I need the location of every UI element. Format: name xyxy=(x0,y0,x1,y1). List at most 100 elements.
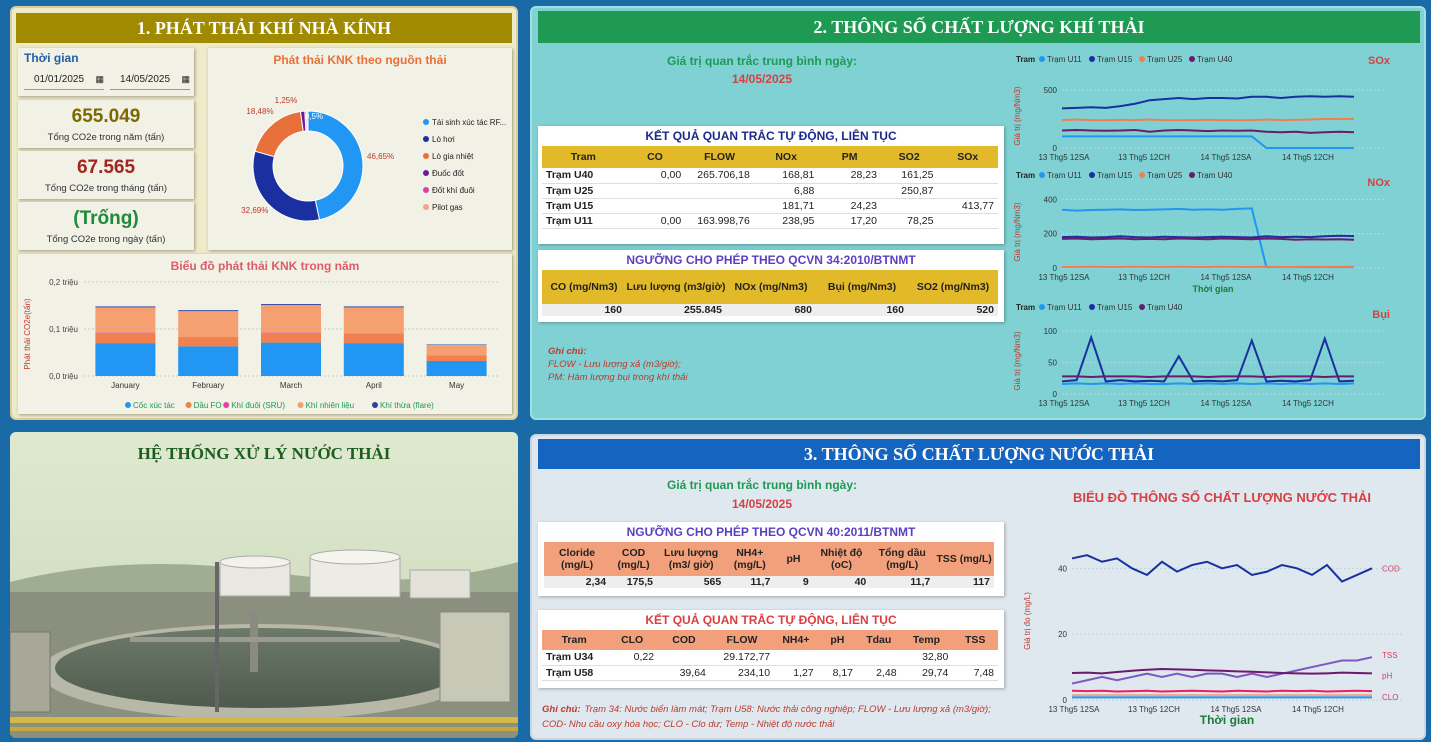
water-title: 3. THÔNG SỐ CHẤT LƯỢNG NƯỚC THẢI xyxy=(538,439,1420,469)
chart-title: NOx xyxy=(1367,177,1391,189)
cell-value xyxy=(937,168,998,183)
bar-segment[interactable] xyxy=(343,333,404,344)
emission-auto-table-card: KẾT QUẢ QUAN TRẮC TỰ ĐỘNG, LIÊN TỤC Tram… xyxy=(538,126,1004,244)
wlimit-col-ph[interactable]: pH xyxy=(786,553,801,565)
bar-segment[interactable] xyxy=(178,346,239,376)
line-legend-label[interactable]: Trạm U11 xyxy=(1047,55,1082,64)
cell-value: 168,81 xyxy=(782,169,815,182)
bar-segment[interactable] xyxy=(95,332,156,344)
line-legend-label[interactable]: Trạm U11 xyxy=(1047,303,1082,312)
bar-segment[interactable] xyxy=(95,343,156,376)
wlimit-col-cloride[interactable]: Cloride (mg/L) xyxy=(558,547,596,571)
limit-col-so2[interactable]: SO2 (mg/Nm3) xyxy=(916,281,990,293)
wauto-col-tram[interactable]: Tram xyxy=(561,634,587,646)
bar-segment[interactable] xyxy=(261,332,321,343)
station-name: Trạm U15 xyxy=(546,199,594,212)
bar-segment[interactable] xyxy=(95,307,156,333)
series-line[interactable] xyxy=(1061,237,1355,241)
series-line[interactable] xyxy=(1062,135,1354,149)
col-sox[interactable]: SOx xyxy=(957,151,979,163)
bar-segment[interactable] xyxy=(261,305,321,333)
wlimit-col-temp[interactable]: Nhiệt độ (oC) xyxy=(820,547,863,571)
line-legend-label[interactable]: Trạm U15 xyxy=(1097,303,1133,312)
limit-col-flow[interactable]: Lưu lượng (m3/giờ) xyxy=(626,281,726,293)
bar-segment[interactable] xyxy=(343,306,404,308)
series-line[interactable] xyxy=(1061,334,1355,383)
bar-segment[interactable] xyxy=(426,360,487,376)
date-to-picker[interactable]: 14/05/2025 ▦ xyxy=(110,74,190,90)
wauto-col-ph[interactable]: pH xyxy=(830,634,845,646)
bar-legend-label: Dầu FO xyxy=(194,401,222,410)
donut-slice[interactable] xyxy=(307,110,364,221)
cell-value xyxy=(952,650,998,665)
bar-segment[interactable] xyxy=(426,355,487,361)
line-legend-label[interactable]: Trạm U11 xyxy=(1047,171,1082,180)
bar-segment[interactable] xyxy=(343,307,404,334)
series-line[interactable] xyxy=(1061,234,1355,239)
table-row: Trạm U58 39,64 234,10 1,27 8,17 2,48 29,74 7,48 xyxy=(542,665,998,680)
x-tick-label: March xyxy=(280,381,302,390)
bar-segment[interactable] xyxy=(178,310,239,312)
wlimit-col-cod[interactable]: COD (mg/L) xyxy=(617,547,650,571)
wauto-col-tss[interactable]: TSS xyxy=(964,634,986,646)
wauto-col-nh4[interactable]: NH4+ xyxy=(782,634,810,646)
line-legend-label[interactable]: Trạm U40 xyxy=(1197,171,1233,180)
wlimit-col-nh4[interactable]: NH4+ (mg/L) xyxy=(733,547,766,571)
line-legend-label[interactable]: Trạm U40 xyxy=(1197,55,1233,64)
series-line[interactable] xyxy=(1061,128,1355,134)
date-from-picker[interactable]: 01/01/2025 ▦ xyxy=(24,74,104,90)
x-axis-label: Thời gian xyxy=(1200,713,1255,727)
series-end-label: COD xyxy=(1382,564,1400,573)
legend-marker xyxy=(423,170,429,176)
y-tick-label: 500 xyxy=(1044,86,1058,95)
line-legend-label[interactable]: Trạm U40 xyxy=(1147,303,1183,312)
series-line[interactable] xyxy=(1061,95,1355,110)
series-line[interactable] xyxy=(1061,382,1355,385)
kpi-month-value: 67.565 xyxy=(76,157,136,178)
station-name: Trạm U11 xyxy=(546,214,593,227)
series-line[interactable] xyxy=(1071,554,1373,583)
water-auto-table: Tram CLO COD FLOW NH4+ pH Tdau Temp TSS … xyxy=(542,630,998,681)
series-line[interactable] xyxy=(1071,689,1373,693)
bar-segment[interactable] xyxy=(261,342,321,376)
wauto-col-temp[interactable]: Temp xyxy=(912,634,941,646)
wlimit-col-tss[interactable]: TSS (mg/L) xyxy=(936,553,992,565)
col-pm[interactable]: PM xyxy=(841,151,858,163)
donut-slice[interactable] xyxy=(254,110,304,158)
bar-segment[interactable] xyxy=(343,343,404,376)
col-tram[interactable]: Tram xyxy=(570,151,596,163)
series-line[interactable] xyxy=(1071,656,1373,685)
col-flow[interactable]: FLOW xyxy=(704,151,735,163)
cell-value: 8,17 xyxy=(832,666,854,679)
limit-col-nox[interactable]: NOx (mg/Nm3) xyxy=(734,281,808,293)
bar-segment[interactable] xyxy=(178,311,239,338)
line-legend-label[interactable]: Trạm U15 xyxy=(1097,55,1133,64)
wlimit-col-oil[interactable]: Tổng dầu (mg/L) xyxy=(878,547,926,571)
bar-legend-label: Khí nhiên liệu xyxy=(306,401,354,410)
col-so2[interactable]: SO2 xyxy=(898,151,920,163)
wauto-col-clo[interactable]: CLO xyxy=(621,634,644,646)
wlimit-col-flow[interactable]: Lưu lượng (m3/ giờ) xyxy=(664,547,719,571)
limit-value-flow: 255.845 xyxy=(684,304,722,316)
station-name: Trạm U40 xyxy=(546,169,594,182)
bar-segment[interactable] xyxy=(261,304,321,306)
bar-segment[interactable] xyxy=(95,306,156,308)
col-co[interactable]: CO xyxy=(647,151,663,163)
series-line[interactable] xyxy=(1062,375,1354,379)
line-legend-label[interactable]: Trạm U25 xyxy=(1147,55,1183,64)
donut-slice[interactable] xyxy=(306,110,309,132)
ghg-title: 1. PHÁT THẢI KHÍ NHÀ KÍNH xyxy=(16,13,512,43)
wauto-col-flow[interactable]: FLOW xyxy=(726,634,758,646)
limit-col-dust[interactable]: Bụi (mg/Nm3) xyxy=(827,281,897,293)
bar-segment[interactable] xyxy=(426,344,487,356)
limit-col-co[interactable]: CO (mg/Nm3) xyxy=(550,281,618,293)
series-line[interactable] xyxy=(1071,668,1373,675)
line-legend-label[interactable]: Trạm U25 xyxy=(1147,171,1183,180)
line-legend-label[interactable]: Trạm U15 xyxy=(1097,171,1133,180)
wauto-col-tdau[interactable]: Tdau xyxy=(866,634,892,646)
bar-segment[interactable] xyxy=(178,337,239,347)
wauto-col-cod[interactable]: COD xyxy=(672,634,696,646)
series-line[interactable] xyxy=(1061,117,1355,122)
water-auto-card: KẾT QUẢ QUAN TRẮC TỰ ĐỘNG, LIÊN TỤC Tram… xyxy=(538,610,1004,688)
col-nox[interactable]: NOx xyxy=(775,151,797,163)
